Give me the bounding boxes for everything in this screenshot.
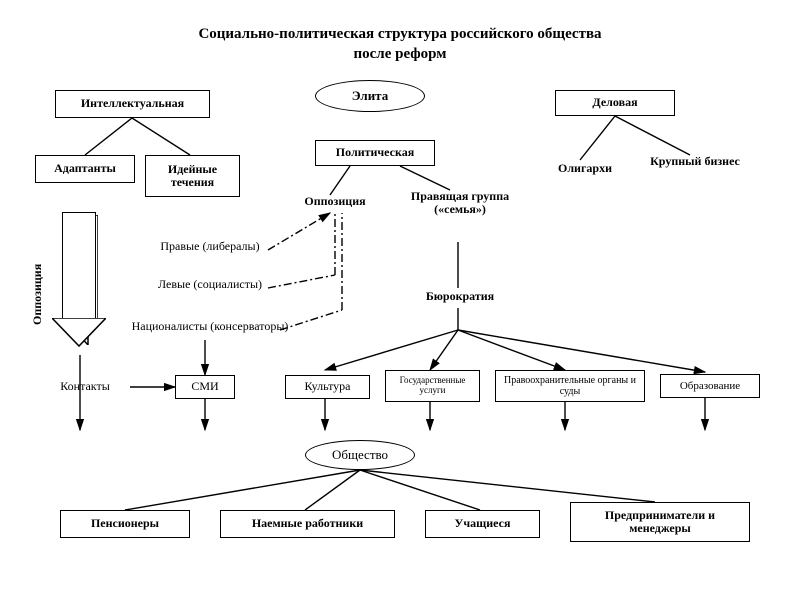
node-opposition: Оппозиция — [290, 195, 380, 208]
opposition-vertical-label: Оппозиция — [30, 235, 45, 325]
node-contacts: Контакты — [45, 380, 125, 393]
node-culture: Культура — [285, 375, 370, 399]
node-bureaucracy: Бюрократия — [400, 290, 520, 303]
node-national: Националисты (консерваторы) — [130, 320, 290, 333]
node-business: Деловая — [555, 90, 675, 116]
node-smi: СМИ — [175, 375, 235, 399]
node-political: Политическая — [315, 140, 435, 166]
node-ideological: Идейные течения — [145, 155, 240, 197]
diagram-title-2: после реформ — [0, 46, 800, 63]
node-bigbiz: Крупный бизнес — [650, 155, 740, 168]
node-adaptants: Адаптанты — [35, 155, 135, 183]
node-students: Учащиеся — [425, 510, 540, 538]
node-elite: Элита — [315, 80, 425, 112]
opposition-arrow-body — [62, 212, 96, 322]
node-education: Образование — [660, 374, 760, 398]
node-lawcourt: Правоохранительные органы и суды — [495, 370, 645, 402]
node-intellectual: Интеллектуальная — [55, 90, 210, 118]
node-ruling: Правящая группа («семья») — [410, 190, 510, 216]
node-society: Общество — [305, 440, 415, 470]
node-entrepreneurs: Предприниматели и менеджеры — [570, 502, 750, 542]
diagram-title-1: Социально-политическая структура российс… — [0, 26, 800, 43]
node-pensioners: Пенсионеры — [60, 510, 190, 538]
node-left: Левые (социалисты) — [150, 278, 270, 291]
node-govserv: Государственные услуги — [385, 370, 480, 402]
opposition-arrow-tip — [52, 318, 106, 348]
node-oligarchs: Олигархи — [540, 162, 630, 175]
node-right: Правые (либералы) — [150, 240, 270, 253]
node-workers: Наемные работники — [220, 510, 395, 538]
